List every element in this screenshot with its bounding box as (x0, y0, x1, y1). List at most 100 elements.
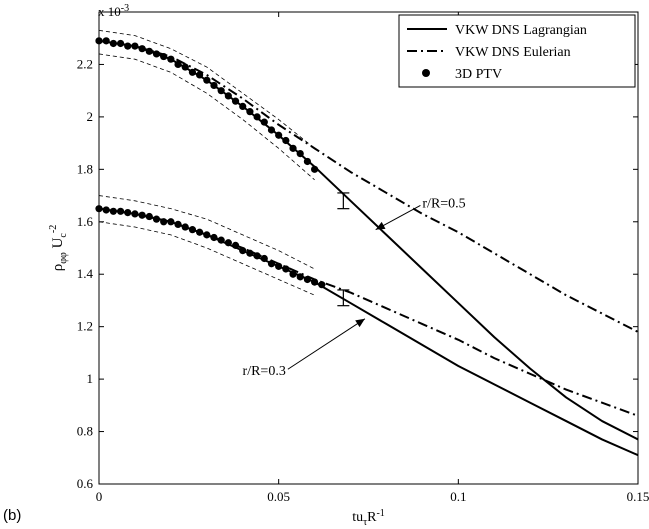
legend-label: VKW DNS Lagrangian (455, 23, 587, 38)
ptv-point (275, 262, 283, 270)
x-axis-label: tuτR-1 (352, 508, 385, 528)
ptv-point (102, 206, 110, 214)
panel-label: (b) (3, 507, 22, 524)
annotation-arrowhead (355, 318, 365, 328)
ptv-point (102, 37, 110, 45)
y-ticks: 0.6 0.8 1 1.2 1.4 1.6 1.8 2 2.2 (77, 56, 638, 491)
ptv-point (303, 157, 312, 166)
ptv-point (239, 102, 247, 110)
legend-box (398, 14, 636, 88)
x-tick-label: 0.1 (450, 489, 466, 504)
error-bars (337, 192, 350, 307)
uncertainty-bands (98, 29, 315, 296)
ptv-point (318, 281, 326, 289)
y-tick-label: 2.2 (77, 56, 93, 71)
ptv-point (253, 252, 261, 260)
y-tick-label: 1.6 (77, 214, 94, 229)
y-tick-label: 1.4 (77, 266, 94, 281)
ptv-point (116, 39, 125, 48)
ptv-point (303, 275, 312, 284)
legend-label: 3D PTV (455, 67, 502, 82)
error-bar-1 (337, 289, 350, 307)
ptv-point (196, 228, 204, 236)
y-tick-label: 1 (87, 371, 94, 386)
ptv-point (289, 144, 297, 152)
series-line-0 (98, 39, 639, 441)
ptv-point (131, 210, 139, 218)
ptv-point (116, 207, 125, 215)
ptv-point (109, 207, 117, 215)
ptv-point (196, 71, 204, 79)
ptv-point (267, 260, 276, 268)
ptv-point (160, 52, 168, 61)
ptv-point (282, 136, 290, 145)
x-tick-label: 0.15 (627, 489, 649, 504)
ptv-point (203, 76, 211, 84)
band-upper-0 (98, 29, 315, 149)
error-bar-0 (337, 192, 350, 210)
band-upper-1 (98, 195, 315, 270)
ptv-point (188, 68, 197, 76)
y-tick-label: 2 (87, 109, 94, 124)
ptv-point (231, 97, 240, 105)
ptv-point (231, 241, 240, 249)
ptv-point (167, 55, 175, 63)
ptv-point (253, 113, 261, 121)
ptv-point (289, 270, 297, 278)
ptv-point (224, 239, 232, 247)
y-tick-label: 0.6 (77, 476, 94, 491)
ptv-point (311, 165, 319, 173)
ptv-point (152, 215, 161, 223)
y-tick-label: 1.2 (77, 319, 93, 334)
ptv-point (109, 39, 117, 48)
annotation-label: r/R=0.3 (243, 364, 286, 379)
ptv-point (296, 150, 304, 158)
ptv-point (246, 108, 254, 116)
x-tick-label: 0.05 (267, 489, 290, 504)
ptv-point (246, 249, 254, 257)
ptv-point (124, 42, 132, 50)
y-multiplier: x 10-3 (98, 3, 129, 19)
annotation-arrowhead (375, 221, 386, 230)
y-axis-label: ρφφ Uc-2 (48, 225, 69, 271)
annotations: r/R=0.5 r/R=0.3 (243, 196, 466, 379)
ptv-point (145, 47, 153, 55)
ptv-point (152, 50, 161, 58)
ptv-point (160, 218, 168, 226)
ptv-point (174, 220, 182, 228)
ptv-point (275, 131, 283, 139)
ptv-point (239, 247, 247, 255)
ptv-point (145, 212, 153, 221)
band-lower-0 (98, 53, 315, 181)
series-lines (98, 39, 639, 457)
y-tick-label: 1.8 (77, 161, 93, 176)
ptv-markers (95, 37, 326, 289)
ptv-point (138, 45, 146, 53)
ptv-point (174, 60, 182, 69)
x-ticks: 0 0.05 0.1 0.15 (96, 12, 649, 504)
ptv-point (138, 211, 146, 219)
ptv-point (181, 63, 189, 71)
ptv-point (131, 42, 139, 50)
ptv-point (203, 231, 211, 239)
legend-marker (422, 69, 430, 77)
ptv-point (210, 81, 218, 90)
annotation-arrow-line (287, 318, 366, 370)
legend: VKW DNS Lagrangian VKW DNS Eulerian 3D PTV (398, 14, 636, 88)
ptv-point (311, 278, 319, 286)
ptv-point (210, 233, 218, 242)
ptv-point (217, 87, 225, 95)
ptv-point (217, 236, 225, 244)
series-line-3 (98, 207, 639, 417)
y-tick-label: 0.8 (77, 424, 93, 439)
series-line-2 (98, 207, 639, 457)
ptv-point (260, 118, 268, 126)
ptv-point (267, 126, 276, 134)
ptv-point (224, 92, 232, 100)
ptv-point (181, 223, 189, 231)
x-tick-label: 0 (96, 489, 103, 504)
legend-label: VKW DNS Eulerian (455, 45, 571, 60)
series-line-1 (98, 39, 639, 333)
band-lower-1 (98, 221, 315, 296)
